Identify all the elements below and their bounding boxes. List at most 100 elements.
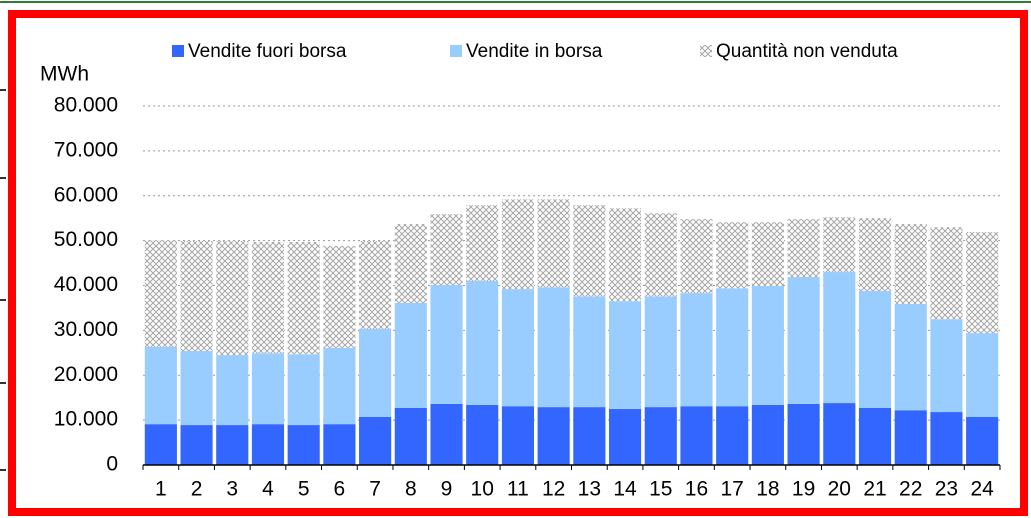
left-ticks (0, 89, 6, 471)
y-tick-label: 10.000 (54, 408, 118, 431)
bar-segment (966, 416, 999, 465)
bar-segment (823, 217, 856, 273)
bar-segment (394, 224, 427, 304)
x-tick-label: 24 (970, 478, 994, 501)
bar-segment (894, 224, 927, 304)
bar-segment (680, 219, 713, 294)
bar-segment (537, 407, 570, 465)
bar-segment (323, 347, 356, 425)
bar-segment (823, 272, 856, 404)
bar-segment (751, 404, 784, 465)
bar-segment (287, 354, 320, 426)
bar-segment (680, 406, 713, 465)
bar-segment (251, 424, 285, 465)
x-tick-label: 2 (191, 478, 203, 501)
bar-segment (180, 241, 213, 352)
bar-segment (537, 199, 570, 288)
bar-segment (644, 296, 677, 408)
x-tick-label: 6 (334, 478, 346, 501)
bar-segment (751, 222, 784, 286)
bar-segment (608, 301, 642, 409)
frame (8, 10, 1028, 516)
x-tick-label: 15 (649, 478, 672, 501)
bar-segment (359, 416, 392, 465)
x-tick-label: 13 (578, 478, 601, 501)
bar-segment (216, 355, 249, 426)
bar-segment (180, 425, 213, 465)
bar-segment (144, 240, 177, 347)
bar-segment (787, 403, 820, 465)
bar-segment (251, 241, 285, 354)
bar-segment (323, 424, 356, 465)
bar-segment (466, 205, 499, 282)
bar-segment (894, 303, 927, 411)
bar-segment (966, 232, 999, 334)
y-tick-label: 80.000 (54, 94, 118, 117)
bar-segment (251, 353, 285, 425)
bar-segment (323, 246, 356, 348)
bar-segment (858, 290, 892, 409)
x-tick-label: 23 (935, 478, 958, 501)
bar-segment (144, 424, 177, 465)
bar-segment (787, 219, 820, 277)
bar-segment (644, 407, 677, 465)
x-tick-label: 4 (262, 478, 274, 501)
x-tick-label: 14 (613, 478, 637, 501)
x-tick-label: 21 (863, 478, 886, 501)
x-tick-label: 9 (441, 478, 453, 501)
legend-text: Vendite in borsa (466, 41, 603, 62)
legend-swatch (700, 45, 712, 57)
bar-segment (644, 213, 677, 297)
bar-segment (573, 296, 606, 408)
x-tick-label: 18 (756, 478, 779, 501)
x-tick-label: 8 (405, 478, 417, 501)
legend-swatch (172, 45, 184, 57)
y-tick-label: 0 (106, 453, 118, 476)
bar-segment (216, 425, 249, 465)
bar-segment (751, 285, 784, 405)
bar-segment (430, 285, 463, 404)
bar-segment (501, 199, 535, 290)
bar-segment (680, 293, 713, 407)
bar-segment (930, 227, 963, 320)
x-tick-label: 7 (369, 478, 381, 501)
legend-swatch (450, 45, 462, 57)
legend-text: Vendite fuori borsa (188, 41, 347, 62)
y-tick-label: 50.000 (54, 228, 118, 251)
bar-segment (466, 404, 499, 465)
y-tick-label: 60.000 (54, 183, 118, 206)
x-tick-label: 12 (542, 478, 565, 501)
bar-segment (894, 410, 927, 465)
bar-segment (716, 288, 749, 407)
x-tick-label: 5 (298, 478, 310, 501)
bar-segment (501, 289, 535, 407)
x-tick-label: 3 (226, 478, 238, 501)
bar-segment (823, 403, 856, 465)
bar-segment (430, 214, 463, 286)
x-tick-label: 11 (507, 478, 529, 501)
x-tick-label: 16 (685, 478, 708, 501)
y-axis-label: MWh (40, 63, 89, 86)
y-tick-label: 30.000 (54, 318, 118, 341)
x-tick-label: 1 (155, 478, 167, 501)
x-tick-label: 20 (828, 478, 851, 501)
y-tick-label: 40.000 (54, 273, 118, 296)
bar-segment (359, 241, 392, 330)
bar-segment (716, 406, 749, 465)
bar-segment (930, 319, 963, 413)
bar-segment (608, 408, 642, 465)
bar-segment (287, 241, 320, 355)
bar-segment (287, 425, 320, 465)
bar-segment (430, 403, 463, 465)
x-tick-label: 10 (471, 478, 494, 501)
bar-segment (966, 333, 999, 417)
y-tick-label: 70.000 (54, 138, 118, 161)
y-tick-label: 20.000 (54, 363, 118, 386)
bar-segment (930, 412, 963, 465)
bar-segment (858, 408, 892, 465)
bar-segment (501, 406, 535, 465)
bar-segment (787, 276, 820, 404)
bar-segment (573, 407, 606, 465)
bar-segment (216, 241, 249, 356)
bar-segment (144, 346, 177, 425)
